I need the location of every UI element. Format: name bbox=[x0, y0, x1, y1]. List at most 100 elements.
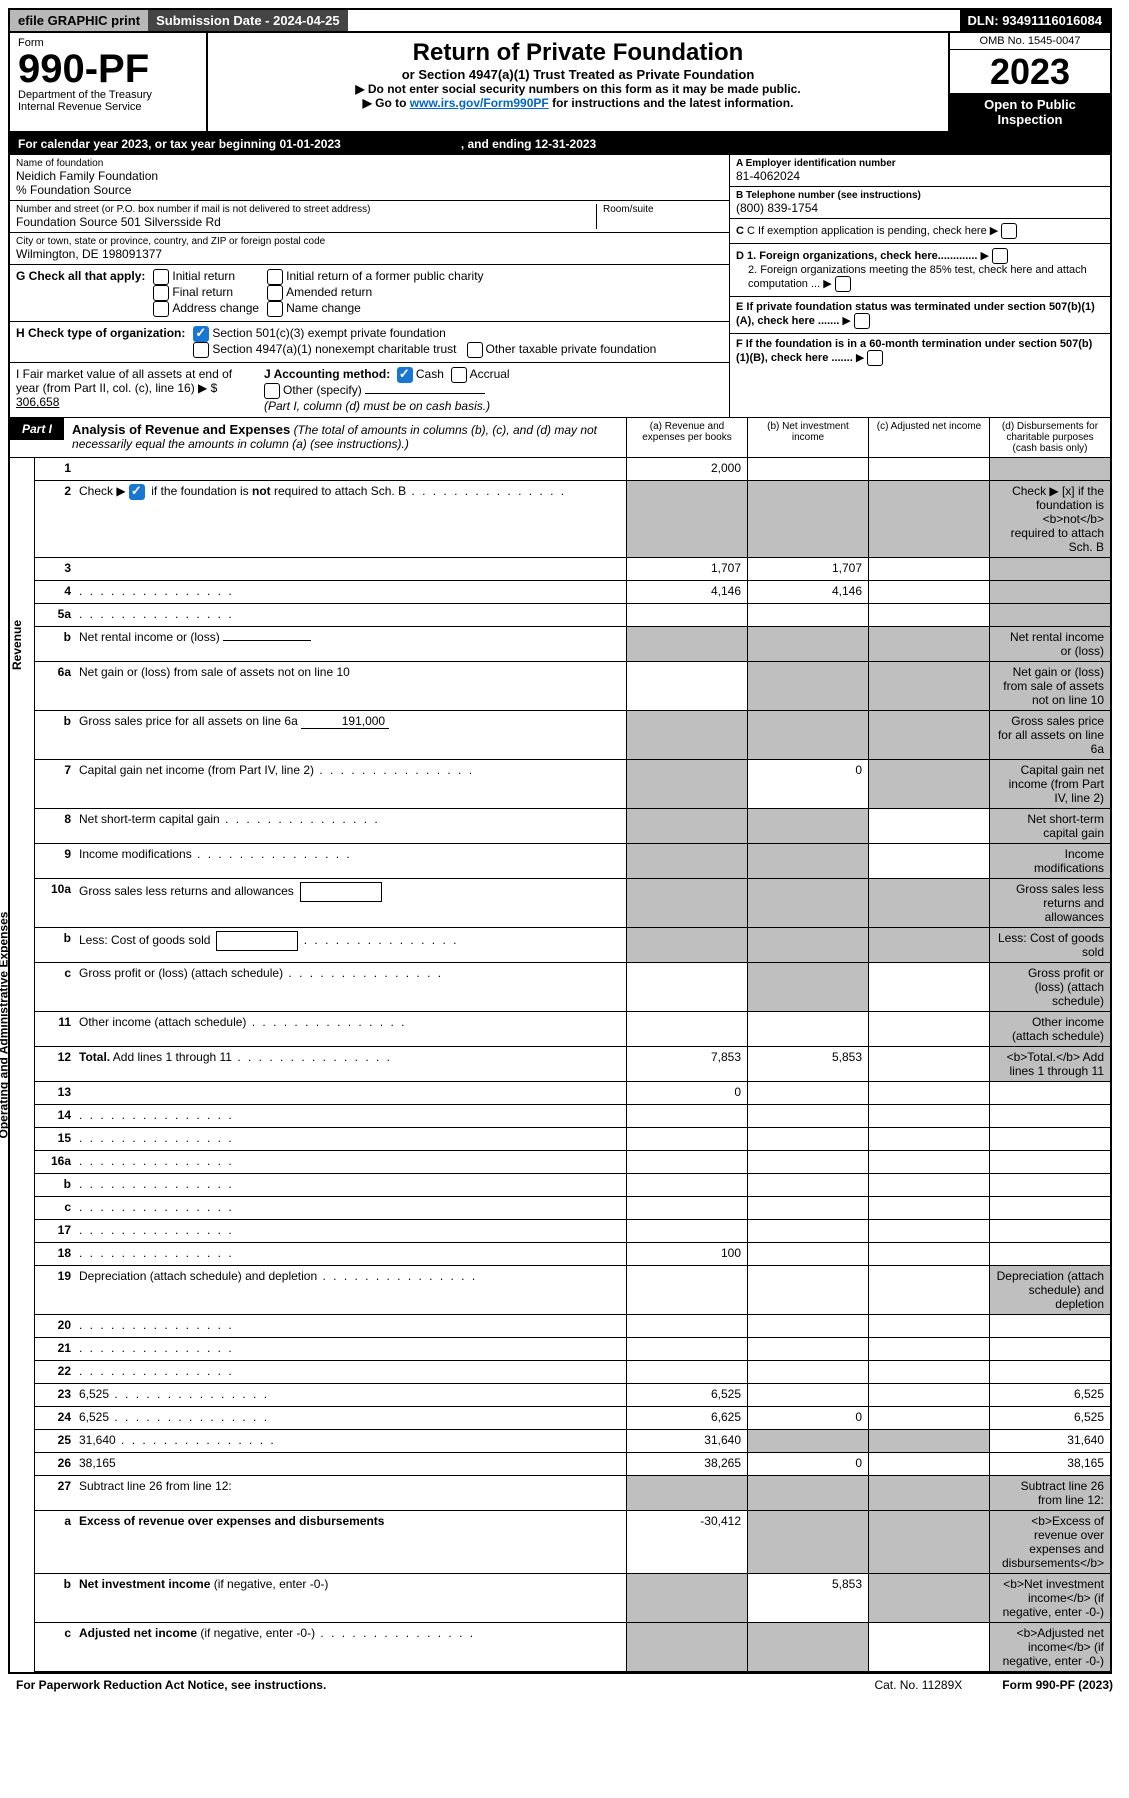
fmv-value: 306,658 bbox=[16, 395, 59, 409]
identification-block: Name of foundation Neidich Family Founda… bbox=[10, 155, 1110, 418]
section-d1-label: D 1. Foreign organizations, check here..… bbox=[736, 250, 977, 262]
section-d2-label: 2. Foreign organizations meeting the 85%… bbox=[748, 264, 1087, 290]
address: Foundation Source 501 Silversside Rd bbox=[16, 215, 596, 229]
initial-return-checkbox[interactable] bbox=[153, 269, 169, 285]
line-desc bbox=[75, 1220, 626, 1242]
line-cell: 4,146 bbox=[626, 581, 747, 603]
line-desc: 31,640 bbox=[75, 1430, 626, 1452]
exemption-pending-checkbox[interactable] bbox=[1001, 223, 1017, 239]
line-21: 21 bbox=[35, 1338, 1110, 1361]
line-cell bbox=[747, 1384, 868, 1406]
line-desc: 6,525 bbox=[75, 1407, 626, 1429]
revenue-vlabel: RevenueOperating and Administrative Expe… bbox=[10, 458, 35, 1672]
other-taxable-checkbox[interactable] bbox=[467, 342, 483, 358]
address-change-checkbox[interactable] bbox=[153, 301, 169, 317]
line-cell bbox=[626, 1338, 747, 1360]
part1-tag: Part I bbox=[10, 418, 64, 440]
line-cell bbox=[868, 1220, 989, 1242]
line-23: 236,5256,5256,525 bbox=[35, 1384, 1110, 1407]
line-cell bbox=[868, 760, 989, 808]
part1-header-row: Part I Analysis of Revenue and Expenses … bbox=[10, 418, 1110, 458]
line-cell bbox=[747, 1220, 868, 1242]
other-method-checkbox[interactable] bbox=[264, 383, 280, 399]
line-num: 4 bbox=[35, 581, 75, 603]
efile-print-button[interactable]: efile GRAPHIC print bbox=[10, 10, 148, 31]
ein-label: A Employer identification number bbox=[736, 158, 896, 169]
line-cell bbox=[868, 1105, 989, 1127]
line-cell bbox=[747, 1430, 868, 1452]
open-inspection: Open to Public Inspection bbox=[950, 93, 1110, 131]
line-desc bbox=[75, 1197, 626, 1219]
line-24: 246,5256,62506,525 bbox=[35, 1407, 1110, 1430]
accrual-checkbox[interactable] bbox=[451, 367, 467, 383]
line-cell bbox=[868, 581, 989, 603]
line-cell bbox=[747, 1105, 868, 1127]
line-cell: 0 bbox=[747, 1407, 868, 1429]
schb-checkbox[interactable] bbox=[129, 484, 145, 500]
final-return-checkbox[interactable] bbox=[153, 285, 169, 301]
instructions-link[interactable]: www.irs.gov/Form990PF bbox=[410, 96, 549, 110]
line-desc: Other income (attach schedule) bbox=[75, 1012, 626, 1046]
60month-checkbox[interactable] bbox=[867, 350, 883, 366]
line-cell bbox=[989, 1151, 1110, 1173]
line-cell: 5,853 bbox=[747, 1047, 868, 1081]
4947a1-checkbox[interactable] bbox=[193, 342, 209, 358]
line-num: c bbox=[35, 963, 75, 1011]
line-cell bbox=[747, 1128, 868, 1150]
line-cell: 5,853 bbox=[747, 1574, 868, 1622]
line-desc: Check ▶ if the foundation is not require… bbox=[75, 481, 626, 557]
line-20: 20 bbox=[35, 1315, 1110, 1338]
line-b: bLess: Cost of goods soldLess: Cost of g… bbox=[35, 928, 1110, 963]
line-desc bbox=[75, 1315, 626, 1337]
form-container: efile GRAPHIC print Submission Date - 20… bbox=[8, 8, 1112, 1674]
cash-checkbox[interactable] bbox=[397, 367, 413, 383]
foreign-org-checkbox[interactable] bbox=[992, 248, 1008, 264]
line-cell bbox=[626, 1151, 747, 1173]
line-desc: 6,525 bbox=[75, 1384, 626, 1406]
line-cell bbox=[747, 1174, 868, 1196]
line-cell: 100 bbox=[626, 1243, 747, 1265]
line-desc: Gross sales price for all assets on line… bbox=[75, 711, 626, 759]
foreign-85-checkbox[interactable] bbox=[835, 276, 851, 292]
line-cell bbox=[868, 1174, 989, 1196]
form-note2: ▶ Go to www.irs.gov/Form990PF for instru… bbox=[214, 96, 942, 110]
line-num: 18 bbox=[35, 1243, 75, 1265]
line-cell bbox=[747, 1361, 868, 1383]
line-22: 22 bbox=[35, 1361, 1110, 1384]
line-cell bbox=[626, 1574, 747, 1622]
line-cell: 38,165 bbox=[989, 1453, 1110, 1475]
catalog-number: Cat. No. 11289X bbox=[874, 1678, 962, 1692]
line-desc bbox=[75, 1105, 626, 1127]
line-desc: Gross profit or (loss) (attach schedule) bbox=[75, 963, 626, 1011]
terminated-checkbox[interactable] bbox=[854, 313, 870, 329]
line-cell bbox=[868, 1574, 989, 1622]
amended-return-checkbox[interactable] bbox=[267, 285, 283, 301]
initial-public-checkbox[interactable] bbox=[267, 269, 283, 285]
501c3-checkbox[interactable] bbox=[193, 326, 209, 342]
line-cell: Less: Cost of goods sold bbox=[989, 928, 1110, 962]
line-cell bbox=[626, 809, 747, 843]
line-cell bbox=[626, 1220, 747, 1242]
line-cell bbox=[747, 627, 868, 661]
line-cell bbox=[868, 1384, 989, 1406]
line-cell bbox=[989, 558, 1110, 580]
line-cell: <b>Net investment income</b> (if negativ… bbox=[989, 1574, 1110, 1622]
line-num: 24 bbox=[35, 1407, 75, 1429]
line-b: bGross sales price for all assets on lin… bbox=[35, 711, 1110, 760]
line-cell bbox=[626, 1476, 747, 1510]
omb-number: OMB No. 1545-0047 bbox=[950, 33, 1110, 50]
line-num: a bbox=[35, 1511, 75, 1573]
line-desc: Net gain or (loss) from sale of assets n… bbox=[75, 662, 626, 710]
line-num: 14 bbox=[35, 1105, 75, 1127]
line-num: 5a bbox=[35, 604, 75, 626]
line-cell bbox=[868, 1047, 989, 1081]
line-cell bbox=[626, 1315, 747, 1337]
line-cell bbox=[626, 481, 747, 557]
line-cell bbox=[868, 809, 989, 843]
line-cell: Check ▶ [x] if the foundation is <b>not<… bbox=[989, 481, 1110, 557]
line-cell bbox=[747, 458, 868, 480]
line-cell bbox=[747, 844, 868, 878]
line-num: b bbox=[35, 1174, 75, 1196]
line-18: 18 100 bbox=[35, 1243, 1110, 1266]
name-change-checkbox[interactable] bbox=[267, 301, 283, 317]
